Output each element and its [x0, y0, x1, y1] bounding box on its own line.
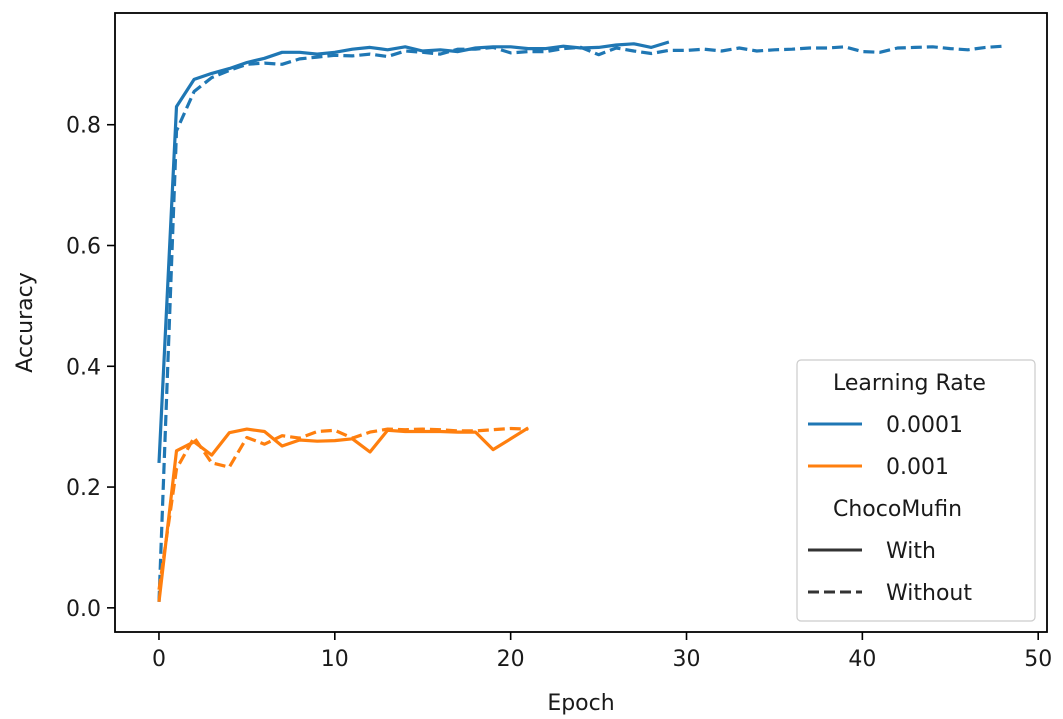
legend-label-with: With	[886, 539, 936, 564]
x-axis-title: Epoch	[547, 691, 614, 716]
series-line-lr-0.0001-without	[157, 44, 1004, 602]
x-tick-label: 30	[673, 647, 701, 672]
y-axis-title: Accuracy	[13, 272, 38, 372]
legend-label-lr-0.0001: 0.0001	[886, 413, 963, 438]
legend-title-chocomufin: ChocoMufin	[833, 497, 962, 522]
y-tick-label: 0.0	[66, 597, 101, 622]
plot-frame	[114, 12, 1048, 633]
y-axis: 0.0 0.2 0.4 0.6 0.8	[66, 114, 115, 622]
series-line-lr-0.001-without	[157, 426, 529, 590]
legend-label-lr-0.001: 0.001	[886, 455, 949, 480]
legend: Learning Rate 0.0001 0.001 ChocoMufin Wi…	[796, 359, 1036, 622]
legend-title-learning-rate: Learning Rate	[833, 371, 986, 396]
x-tick-label: 50	[1024, 647, 1052, 672]
x-tick-label: 40	[848, 647, 876, 672]
y-tick-label: 0.8	[66, 114, 101, 139]
y-tick-label: 0.4	[66, 355, 101, 380]
y-tick-label: 0.6	[66, 235, 101, 260]
x-axis: 0 10 20 30 40 50	[152, 632, 1052, 672]
series-layer	[157, 40, 1004, 602]
legend-label-without: Without	[886, 581, 972, 606]
x-tick-label: 20	[497, 647, 525, 672]
x-tick-label: 10	[321, 647, 349, 672]
y-tick-label: 0.2	[66, 476, 101, 501]
x-tick-label: 0	[152, 647, 166, 672]
